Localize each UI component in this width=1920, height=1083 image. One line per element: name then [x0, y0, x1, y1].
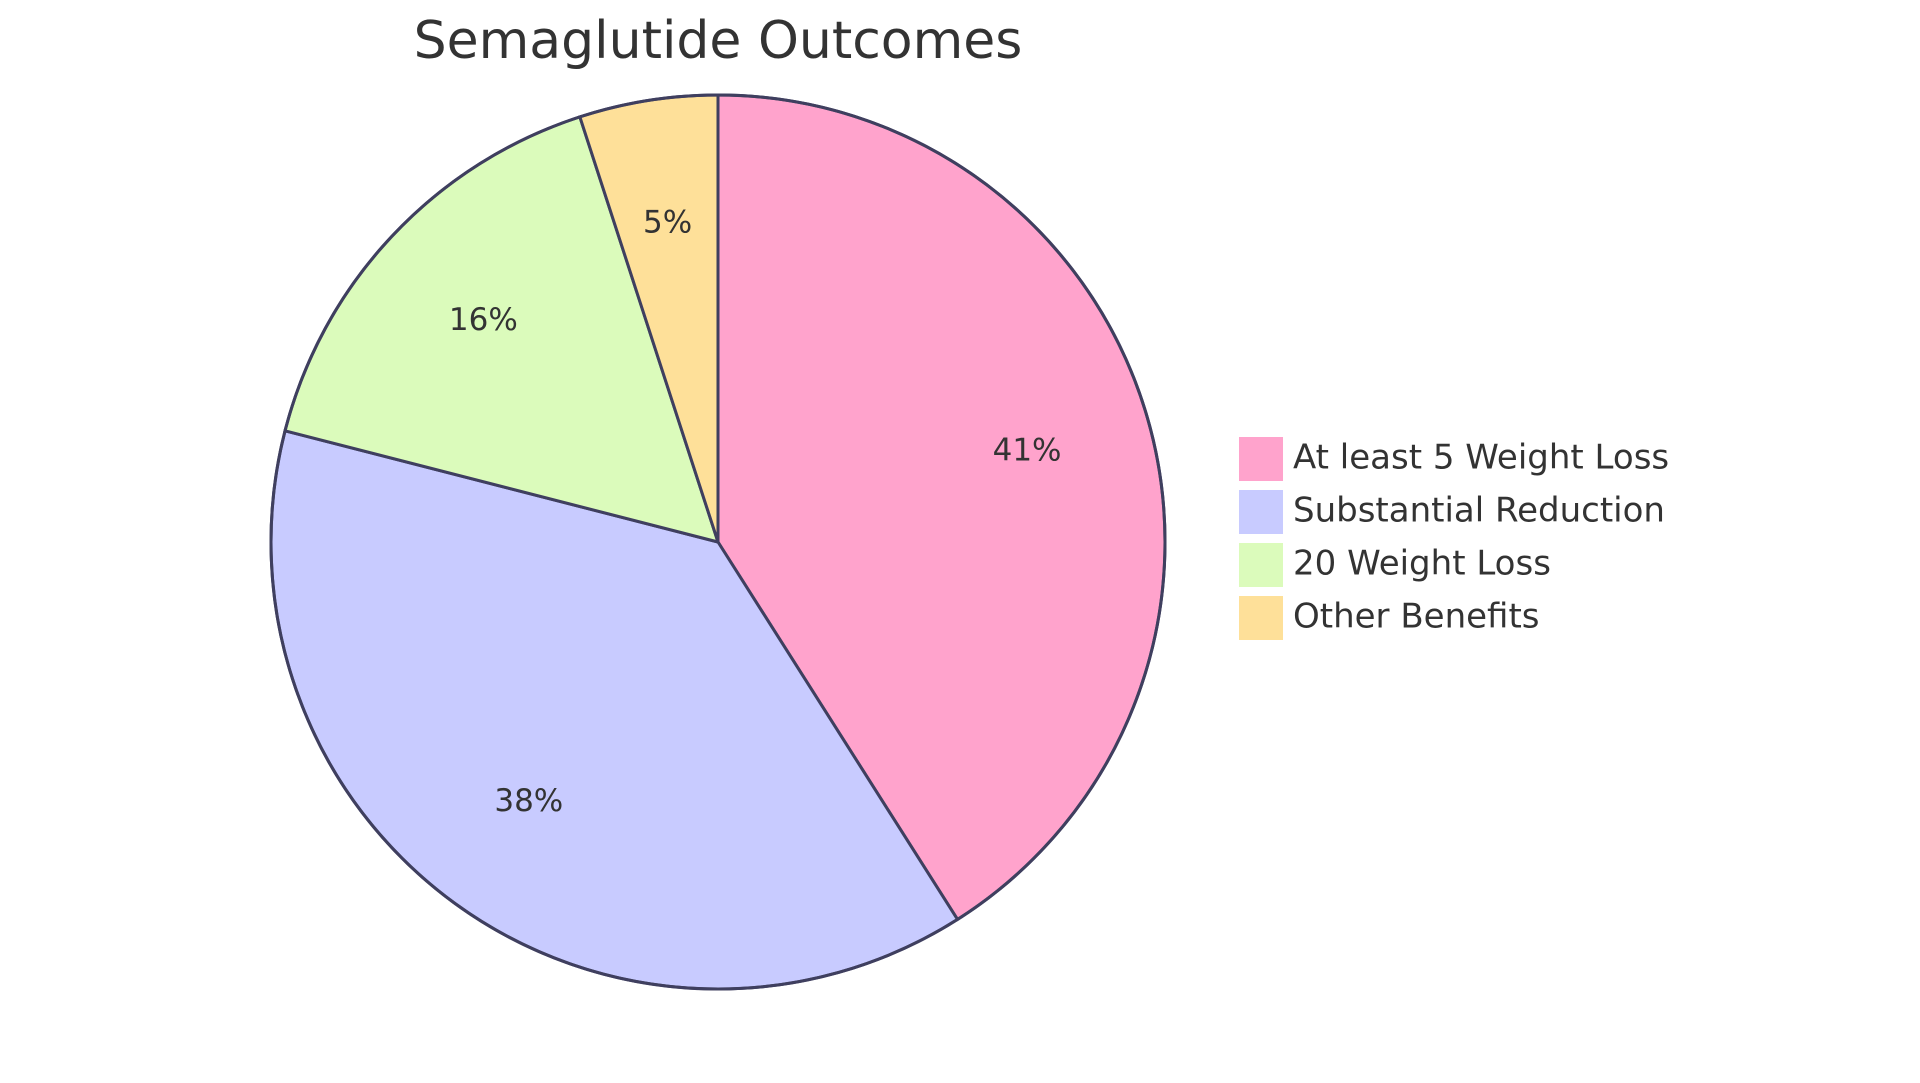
legend-swatch [1239, 437, 1283, 481]
legend-label: Other Benefits [1293, 597, 1540, 637]
slice-percent-label: 16% [449, 302, 518, 338]
legend-swatch [1239, 490, 1283, 534]
pie-outline [269, 93, 1167, 991]
legend-label: At least 5 Weight Loss [1293, 438, 1669, 478]
slice-percent-label: 38% [494, 783, 563, 819]
pie-slices [269, 93, 1167, 991]
legend-label: 20 Weight Loss [1293, 544, 1551, 584]
pie-slice-labels: 41% 38% 16% 5% [449, 205, 1062, 819]
slice-percent-label: 41% [993, 433, 1062, 469]
legend-swatch [1239, 543, 1283, 587]
legend-swatch [1239, 596, 1283, 640]
slice-percent-label: 5% [643, 205, 692, 241]
legend-label: Substantial Reduction [1293, 491, 1665, 531]
chart-title: Semaglutide Outcomes [414, 11, 1023, 71]
legend: At least 5 Weight Loss Substantial Reduct… [1239, 437, 1669, 640]
